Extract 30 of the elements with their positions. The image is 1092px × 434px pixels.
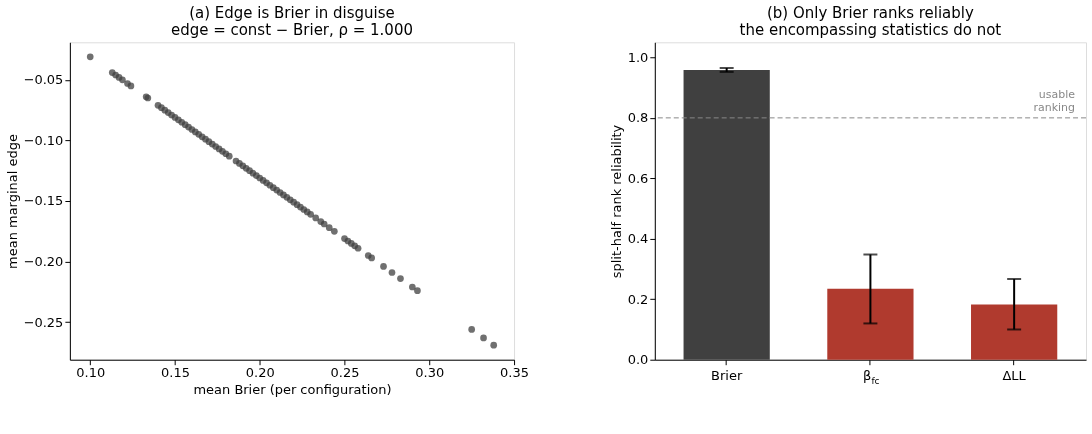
y-tick-label: 0.8 — [627, 110, 649, 126]
ref-line-label: usable ranking — [1033, 87, 1076, 114]
y-tick-label: 0.6 — [627, 170, 649, 186]
x-axis-title: mean Brier (per configuration) — [193, 382, 392, 398]
text: the encompassing statistics do not — [739, 21, 1002, 40]
y-tick-label: −0.20 — [23, 254, 64, 270]
y-tick-label: 0.4 — [627, 231, 649, 247]
bar — [827, 288, 914, 360]
x-tick-label: 0.30 — [415, 365, 445, 381]
bar — [683, 70, 770, 360]
y-tick-label: 0.2 — [627, 291, 649, 307]
text: edge = const − Brier, ρ = 1.000 — [170, 21, 413, 40]
y-tick-label: −0.25 — [23, 314, 64, 330]
text: (a) Edge is Brier in disguise — [189, 4, 395, 23]
x-tick-label: 0.20 — [245, 365, 275, 381]
text: (b) Only Brier ranks reliably — [767, 4, 974, 23]
y-tick-label: 1.0 — [627, 49, 649, 65]
y-axis-title: mean marginal edge — [4, 134, 20, 269]
y-tick-label: 0.0 — [627, 352, 649, 368]
y-axis-title: split-half rank reliability — [608, 124, 624, 279]
y-tick-label: −0.10 — [23, 132, 64, 148]
y-tick-label: −0.15 — [23, 193, 64, 209]
x-tick-label: 0.35 — [500, 365, 529, 381]
x-tick-label: ΔLL — [1002, 367, 1027, 383]
y-tick-label: −0.05 — [23, 72, 64, 88]
x-tick-label: 0.15 — [161, 365, 190, 381]
bar — [971, 304, 1058, 360]
x-tick-label: 0.25 — [330, 365, 360, 381]
x-tick-label: 0.10 — [76, 365, 106, 381]
x-tick-label: Brier — [711, 367, 743, 383]
